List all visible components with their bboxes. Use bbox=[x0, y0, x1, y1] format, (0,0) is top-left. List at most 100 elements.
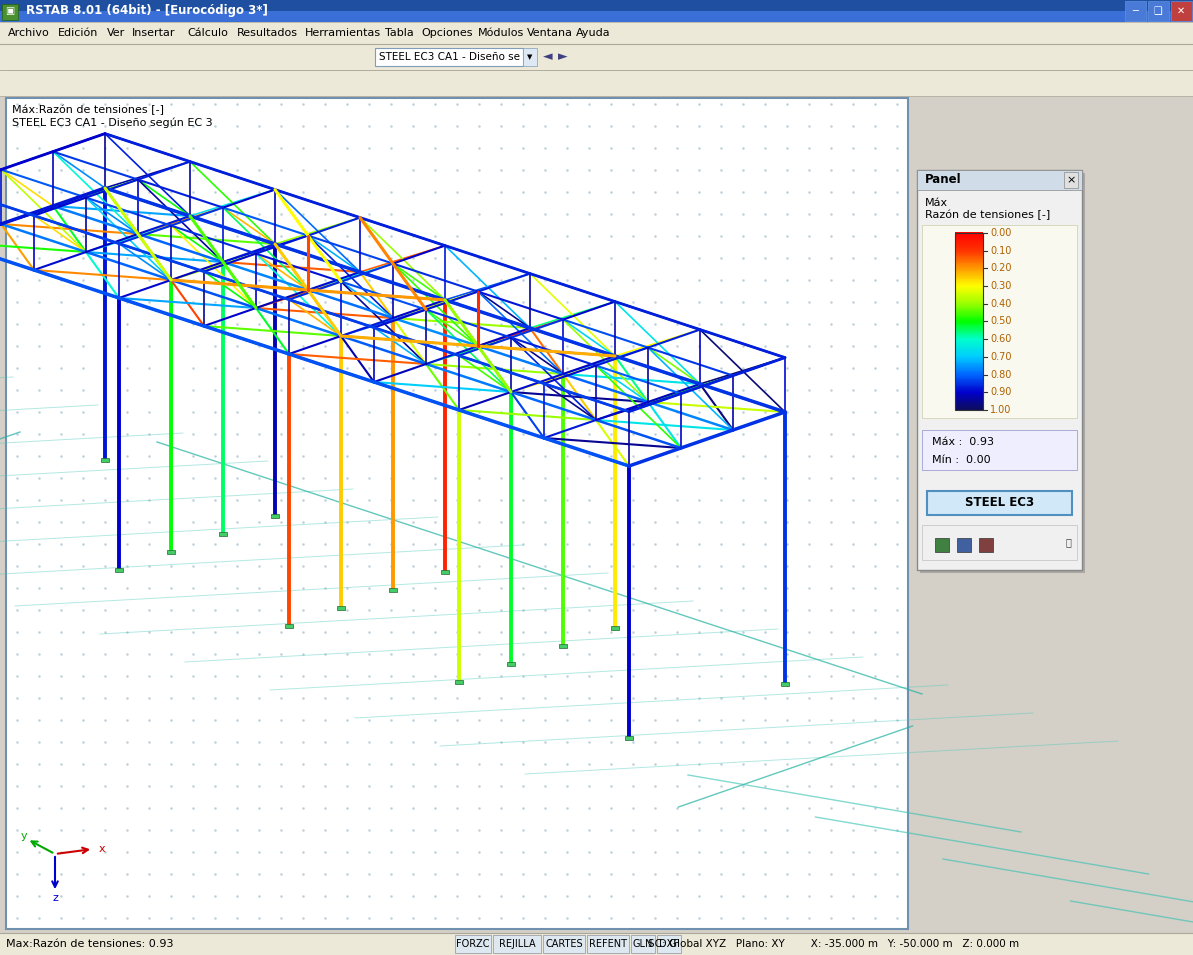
Bar bbox=[956, 390, 983, 392]
Bar bbox=[956, 386, 983, 387]
Bar bbox=[455, 935, 492, 953]
Bar bbox=[956, 311, 983, 312]
Bar bbox=[611, 626, 619, 630]
Text: z: z bbox=[52, 893, 58, 903]
Bar bbox=[956, 387, 983, 388]
Text: ▣: ▣ bbox=[6, 6, 14, 16]
Bar bbox=[956, 342, 983, 344]
Bar bbox=[956, 350, 983, 351]
Bar bbox=[956, 356, 983, 358]
Bar bbox=[956, 279, 983, 280]
Bar bbox=[956, 253, 983, 254]
Bar bbox=[956, 300, 983, 301]
Text: ×: × bbox=[1067, 175, 1076, 185]
Bar bbox=[956, 302, 983, 303]
Bar bbox=[956, 322, 983, 324]
Bar bbox=[956, 406, 983, 408]
Bar bbox=[956, 391, 983, 393]
Bar bbox=[956, 280, 983, 281]
Bar bbox=[956, 287, 983, 288]
Bar bbox=[956, 375, 983, 376]
Bar bbox=[956, 384, 983, 385]
Bar bbox=[375, 48, 523, 66]
Text: 0.30: 0.30 bbox=[990, 281, 1012, 291]
Bar bbox=[956, 244, 983, 245]
Bar bbox=[956, 329, 983, 330]
Bar bbox=[956, 377, 983, 378]
Bar bbox=[956, 289, 983, 290]
Bar bbox=[0, 0, 1193, 22]
Bar bbox=[956, 268, 983, 270]
Bar bbox=[956, 397, 983, 398]
Bar bbox=[956, 361, 983, 362]
Bar bbox=[956, 351, 983, 352]
Text: STEEL EC3 CA1 - Diseño según EC 3: STEEL EC3 CA1 - Diseño según EC 3 bbox=[12, 117, 212, 128]
Bar bbox=[956, 267, 983, 268]
Text: Mín :  0.00: Mín : 0.00 bbox=[932, 455, 990, 465]
Bar bbox=[587, 935, 629, 953]
Text: Edición: Edición bbox=[57, 28, 98, 38]
Bar bbox=[956, 344, 983, 346]
Bar bbox=[101, 458, 109, 462]
Bar bbox=[956, 305, 983, 307]
Bar bbox=[956, 377, 983, 379]
Bar bbox=[956, 400, 983, 401]
Text: 0.20: 0.20 bbox=[990, 264, 1012, 273]
Bar bbox=[956, 282, 983, 284]
Text: REFENT: REFENT bbox=[589, 939, 628, 949]
Text: DXF: DXF bbox=[659, 939, 679, 949]
Bar bbox=[956, 364, 983, 365]
Bar bbox=[956, 367, 983, 369]
Bar bbox=[956, 399, 983, 400]
Bar bbox=[956, 389, 983, 391]
Text: 0.80: 0.80 bbox=[990, 370, 1012, 379]
Bar bbox=[956, 380, 983, 382]
Bar bbox=[920, 173, 1084, 573]
Bar bbox=[956, 266, 983, 267]
Bar bbox=[956, 334, 983, 335]
Bar bbox=[956, 256, 983, 257]
Bar bbox=[523, 48, 537, 66]
Bar bbox=[956, 234, 983, 236]
Bar bbox=[956, 272, 983, 274]
Bar bbox=[956, 339, 983, 340]
Bar bbox=[956, 394, 983, 395]
Bar bbox=[956, 265, 983, 266]
Bar bbox=[956, 261, 983, 263]
Bar bbox=[956, 258, 983, 260]
Text: Archivo: Archivo bbox=[8, 28, 50, 38]
Bar bbox=[956, 246, 983, 248]
Bar bbox=[956, 292, 983, 294]
Bar bbox=[956, 292, 983, 293]
Bar bbox=[956, 348, 983, 349]
Bar bbox=[956, 303, 983, 304]
Bar bbox=[956, 408, 983, 409]
Text: x: x bbox=[99, 844, 106, 854]
Bar bbox=[1148, 1, 1169, 21]
Bar bbox=[956, 315, 983, 316]
Bar bbox=[220, 532, 227, 536]
Text: Módulos: Módulos bbox=[477, 28, 524, 38]
Text: Ayuda: Ayuda bbox=[576, 28, 611, 38]
Bar bbox=[956, 370, 983, 371]
Bar bbox=[956, 278, 983, 279]
Bar bbox=[956, 245, 983, 247]
Bar bbox=[956, 357, 983, 359]
Text: 0.50: 0.50 bbox=[990, 316, 1012, 327]
Bar bbox=[956, 269, 983, 271]
Bar bbox=[956, 341, 983, 343]
Bar bbox=[957, 538, 971, 552]
Bar bbox=[956, 352, 983, 354]
Bar bbox=[285, 624, 293, 628]
Bar bbox=[956, 239, 983, 240]
Bar bbox=[956, 275, 983, 276]
Bar bbox=[956, 301, 983, 302]
Text: Ventana: Ventana bbox=[527, 28, 573, 38]
Bar bbox=[956, 308, 983, 310]
Bar bbox=[956, 296, 983, 298]
Bar bbox=[956, 338, 983, 339]
Text: Opciones: Opciones bbox=[422, 28, 474, 38]
Bar bbox=[956, 347, 983, 348]
Bar bbox=[956, 359, 983, 360]
Text: Herramientas: Herramientas bbox=[304, 28, 381, 38]
